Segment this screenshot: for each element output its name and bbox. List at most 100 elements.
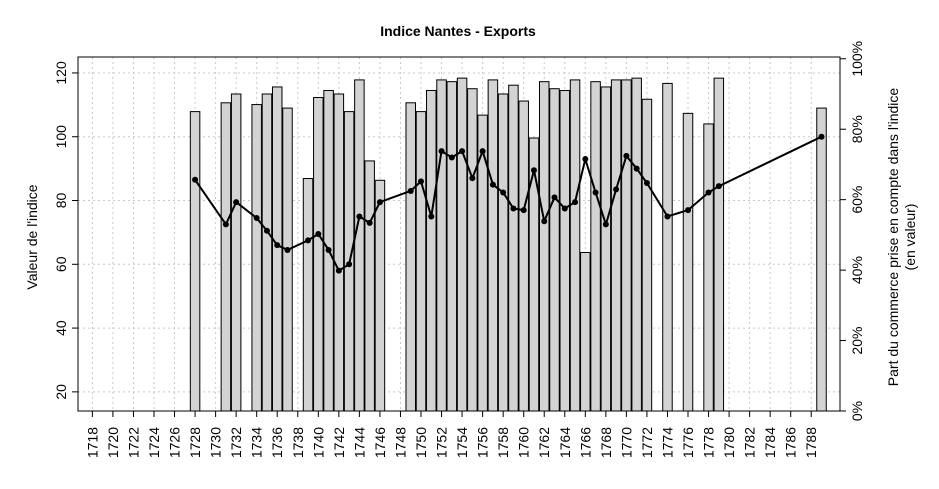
x-tick-label: 1782 — [742, 427, 758, 458]
y-left-tick-label: 40 — [53, 320, 69, 336]
index-point-1769 — [613, 186, 620, 193]
index-point-1765 — [572, 199, 579, 206]
x-tick-label: 1756 — [475, 427, 491, 458]
bar-1759 — [508, 84, 519, 412]
index-point-1732 — [233, 199, 240, 206]
bar-1749 — [405, 102, 416, 412]
y-right-tick-label: 60% — [849, 186, 865, 214]
index-point-1742 — [335, 267, 342, 274]
index-point-1734 — [253, 215, 260, 222]
y-right-tick-label: 20% — [849, 327, 865, 355]
x-tick-label: 1760 — [516, 427, 532, 458]
bar-1755 — [467, 88, 478, 412]
index-point-1744 — [356, 213, 363, 220]
x-tick-label: 1748 — [392, 427, 408, 458]
bar-1789 — [816, 107, 827, 412]
bar-1746 — [374, 179, 386, 412]
index-point-1749 — [407, 187, 414, 194]
y-axis-left-label: Valeur de l'indice — [24, 184, 40, 289]
bar-1739 — [302, 178, 314, 412]
bar-1761 — [528, 137, 540, 412]
bar-1742 — [333, 93, 345, 412]
bar-1752 — [436, 79, 447, 412]
index-point-1755 — [469, 175, 476, 182]
index-point-1778 — [705, 189, 712, 196]
x-tick-label: 1764 — [557, 427, 573, 458]
y-right-tick-label: 40% — [849, 256, 865, 284]
bar-1754 — [456, 77, 468, 412]
index-point-1768 — [602, 221, 609, 228]
x-tick-label: 1776 — [680, 427, 696, 458]
bar-1753 — [446, 81, 458, 412]
y-right-tick-label: 100% — [849, 41, 865, 77]
bar-1769 — [610, 79, 622, 412]
index-point-1763 — [551, 194, 558, 201]
bar-1732 — [230, 93, 242, 412]
index-point-1760 — [520, 207, 527, 214]
x-tick-label: 1744 — [351, 427, 367, 458]
line-layer — [192, 133, 825, 274]
x-tick-label: 1778 — [701, 427, 717, 458]
bar-1751 — [426, 89, 437, 412]
index-point-1728 — [192, 176, 199, 183]
y-right-tick-label: 0% — [849, 401, 865, 421]
x-tick-label: 1736 — [269, 427, 285, 458]
bar-1728 — [189, 111, 201, 412]
index-point-1779 — [715, 183, 722, 190]
index-point-1789 — [818, 133, 825, 140]
index-point-1737 — [284, 246, 291, 253]
y-axis-right-label-line1: Part du commerce prise en compte dans l'… — [885, 88, 901, 387]
index-point-1743 — [346, 261, 353, 268]
x-tick-label: 1734 — [249, 427, 265, 458]
index-point-1764 — [561, 205, 568, 212]
bar-1760 — [518, 100, 529, 412]
index-point-1735 — [263, 227, 270, 234]
bar-1767 — [590, 81, 601, 412]
index-point-1767 — [592, 189, 599, 196]
index-point-1758 — [500, 189, 507, 196]
index-point-1756 — [479, 148, 486, 155]
bar-1744 — [354, 79, 365, 412]
bar-1745 — [364, 160, 375, 412]
x-tick-label: 1784 — [762, 427, 778, 458]
index-point-1754 — [459, 148, 466, 155]
x-tick-label: 1738 — [290, 427, 306, 458]
x-tick-label: 1788 — [803, 427, 819, 458]
bar-1740 — [313, 97, 324, 412]
x-tick-label: 1742 — [331, 427, 347, 458]
y-axis-right-label-line2: (en valeur) — [902, 204, 918, 271]
index-point-1745 — [366, 219, 373, 226]
index-point-1736 — [274, 242, 281, 249]
bar-1771 — [631, 77, 642, 412]
bar-1774 — [662, 82, 673, 412]
x-tick-label: 1770 — [618, 427, 634, 458]
index-point-1776 — [685, 207, 692, 214]
bar-1772 — [641, 98, 653, 412]
index-point-1761 — [530, 167, 537, 174]
index-point-1741 — [325, 246, 332, 253]
y-left-tick-label: 100 — [53, 125, 69, 149]
bar-1763 — [549, 88, 560, 412]
x-tick-label: 1720 — [105, 427, 121, 458]
bar-1750 — [415, 111, 427, 412]
x-tick-label: 1730 — [208, 427, 224, 458]
index-point-1774 — [664, 213, 671, 220]
x-tick-label: 1740 — [310, 427, 326, 458]
bar-1778 — [703, 123, 714, 412]
bar-1776 — [682, 112, 694, 412]
y-right-tick-label: 80% — [849, 115, 865, 143]
bar-1768 — [600, 86, 612, 412]
x-tick-label: 1774 — [659, 427, 675, 458]
x-tick-label: 1780 — [721, 427, 737, 458]
bar-1731 — [220, 102, 232, 412]
bar-1779 — [713, 77, 725, 412]
bar-1765 — [569, 79, 581, 412]
index-point-1770 — [623, 152, 630, 159]
bar-1737 — [282, 107, 293, 412]
index-point-1757 — [489, 181, 496, 188]
index-point-1739 — [305, 237, 312, 244]
x-tick-label: 1750 — [413, 427, 429, 458]
x-tick-label: 1724 — [146, 427, 162, 458]
axes-layer: 20 40 60 80 100 120 0% 20% 40% 60% 80% 100% 1718 1720… — [53, 41, 865, 458]
